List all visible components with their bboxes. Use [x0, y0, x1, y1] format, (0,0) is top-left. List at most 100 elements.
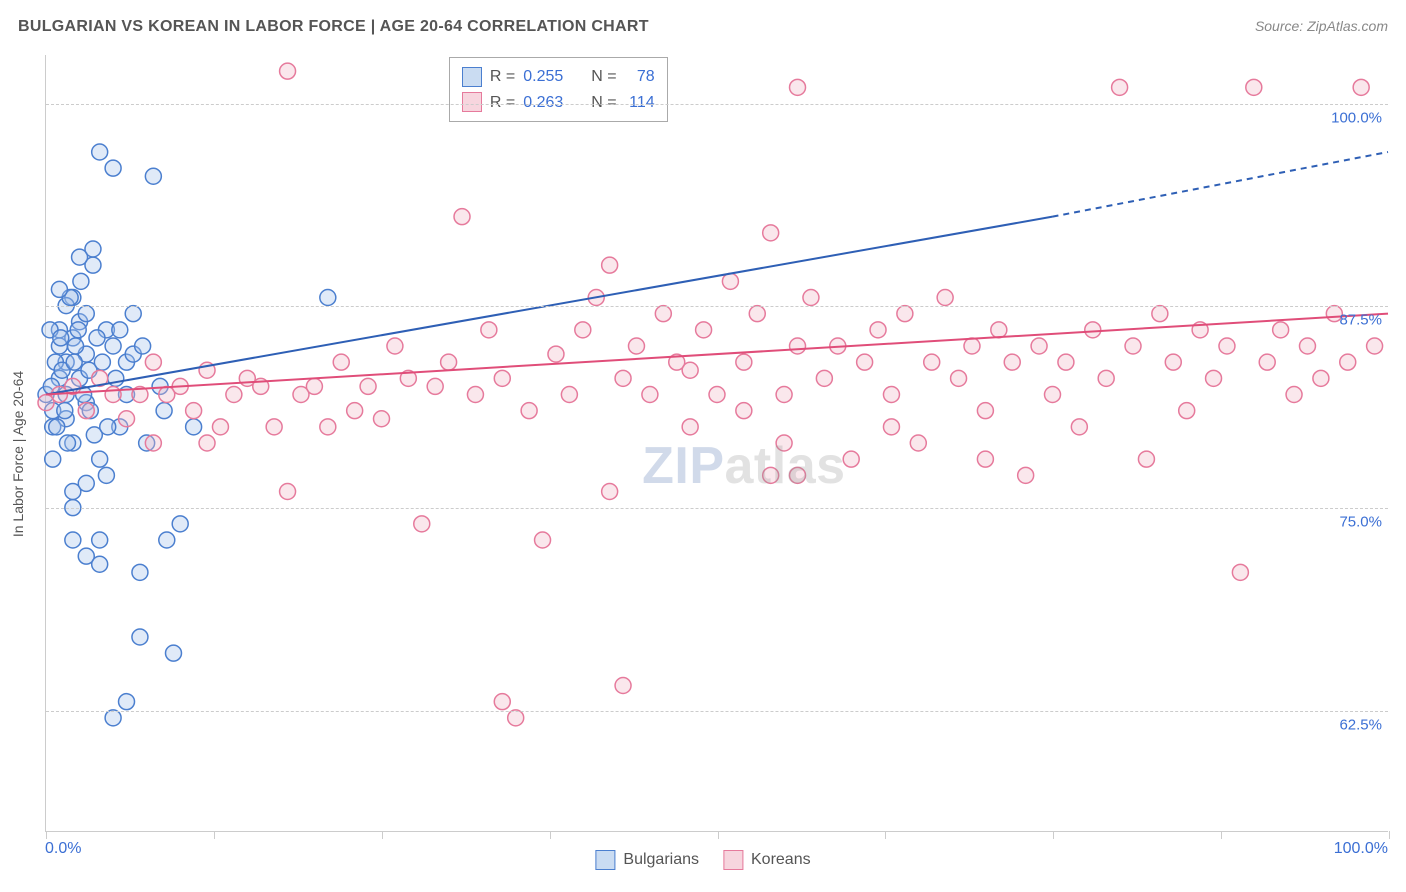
scatter-point	[280, 63, 296, 79]
y-tick-label: 87.5%	[1339, 311, 1382, 328]
scatter-point	[53, 330, 69, 346]
scatter-point	[977, 403, 993, 419]
scatter-point	[642, 387, 658, 403]
scatter-point	[92, 144, 108, 160]
scatter-point	[145, 354, 161, 370]
scatter-point	[602, 257, 618, 273]
scatter-point	[696, 322, 712, 338]
scatter-point	[951, 370, 967, 386]
scatter-point	[964, 338, 980, 354]
scatter-point	[1165, 354, 1181, 370]
scatter-point	[870, 322, 886, 338]
x-tick	[885, 831, 886, 839]
scatter-point	[1004, 354, 1020, 370]
scatter-point	[535, 532, 551, 548]
scatter-point	[615, 678, 631, 694]
scatter-point	[628, 338, 644, 354]
scatter-point	[78, 475, 94, 491]
scatter-point	[1085, 322, 1101, 338]
x-tick	[46, 831, 47, 839]
trend-line-dashed	[1053, 152, 1389, 217]
scatter-point	[92, 556, 108, 572]
scatter-point	[132, 629, 148, 645]
legend-swatch	[462, 67, 482, 87]
scatter-point	[306, 378, 322, 394]
scatter-point	[320, 290, 336, 306]
x-axis-max-label: 100.0%	[1334, 840, 1388, 858]
scatter-point	[1259, 354, 1275, 370]
scatter-point	[1018, 467, 1034, 483]
scatter-point	[910, 435, 926, 451]
scatter-point	[937, 290, 953, 306]
legend-swatch	[595, 850, 615, 870]
chart-title: BULGARIAN VS KOREAN IN LABOR FORCE | AGE…	[18, 18, 649, 36]
scatter-point	[561, 387, 577, 403]
gridline-h	[46, 711, 1388, 712]
scatter-point	[145, 168, 161, 184]
scatter-point	[763, 225, 779, 241]
scatter-point	[92, 532, 108, 548]
legend-item: Koreans	[723, 850, 811, 870]
scatter-point	[1125, 338, 1141, 354]
scatter-point	[105, 338, 121, 354]
legend-label: Bulgarians	[623, 851, 699, 869]
r-value: 0.263	[523, 90, 563, 116]
scatter-point	[843, 451, 859, 467]
scatter-point	[1286, 387, 1302, 403]
scatter-point	[119, 694, 135, 710]
scatter-point	[481, 322, 497, 338]
scatter-point	[280, 484, 296, 500]
legend-row: R = 0.263N = 114	[462, 90, 655, 116]
scatter-point	[1058, 354, 1074, 370]
scatter-point	[977, 451, 993, 467]
n-label: N =	[591, 64, 616, 90]
scatter-point	[1206, 370, 1222, 386]
r-value: 0.255	[523, 64, 563, 90]
scatter-point	[105, 710, 121, 726]
scatter-point	[924, 354, 940, 370]
gridline-h	[46, 306, 1388, 307]
scatter-point	[1152, 306, 1168, 322]
scatter-point	[790, 338, 806, 354]
scatter-point	[1031, 338, 1047, 354]
x-tick	[1389, 831, 1390, 839]
n-value: 114	[625, 90, 655, 116]
scatter-point	[100, 419, 116, 435]
legend-swatch	[462, 92, 482, 112]
y-axis-label: In Labor Force | Age 20-64	[10, 371, 26, 537]
scatter-point	[333, 354, 349, 370]
scatter-point	[991, 322, 1007, 338]
scatter-point	[135, 338, 151, 354]
scatter-point	[1340, 354, 1356, 370]
y-tick-label: 100.0%	[1331, 109, 1382, 126]
scatter-point	[66, 354, 82, 370]
scatter-point	[105, 387, 121, 403]
scatter-point	[132, 564, 148, 580]
series-legend: Bulgarians Koreans	[595, 850, 810, 870]
gridline-h	[46, 104, 1388, 105]
scatter-point	[68, 338, 84, 354]
scatter-point	[494, 694, 510, 710]
r-label: R =	[490, 90, 515, 116]
y-tick-label: 75.0%	[1339, 514, 1382, 531]
scatter-plot-svg	[46, 55, 1388, 831]
x-tick	[214, 831, 215, 839]
y-tick-label: 62.5%	[1339, 716, 1382, 733]
scatter-point	[73, 273, 89, 289]
scatter-point	[790, 467, 806, 483]
source-attribution: Source: ZipAtlas.com	[1255, 18, 1388, 34]
scatter-point	[89, 330, 105, 346]
legend-label: Koreans	[751, 851, 811, 869]
scatter-point	[736, 403, 752, 419]
scatter-point	[790, 79, 806, 95]
scatter-point	[78, 306, 94, 322]
scatter-point	[682, 419, 698, 435]
scatter-point	[1098, 370, 1114, 386]
scatter-point	[57, 403, 73, 419]
legend-swatch	[723, 850, 743, 870]
scatter-point	[1112, 79, 1128, 95]
scatter-point	[749, 306, 765, 322]
scatter-point	[186, 403, 202, 419]
scatter-point	[1299, 338, 1315, 354]
scatter-point	[883, 419, 899, 435]
